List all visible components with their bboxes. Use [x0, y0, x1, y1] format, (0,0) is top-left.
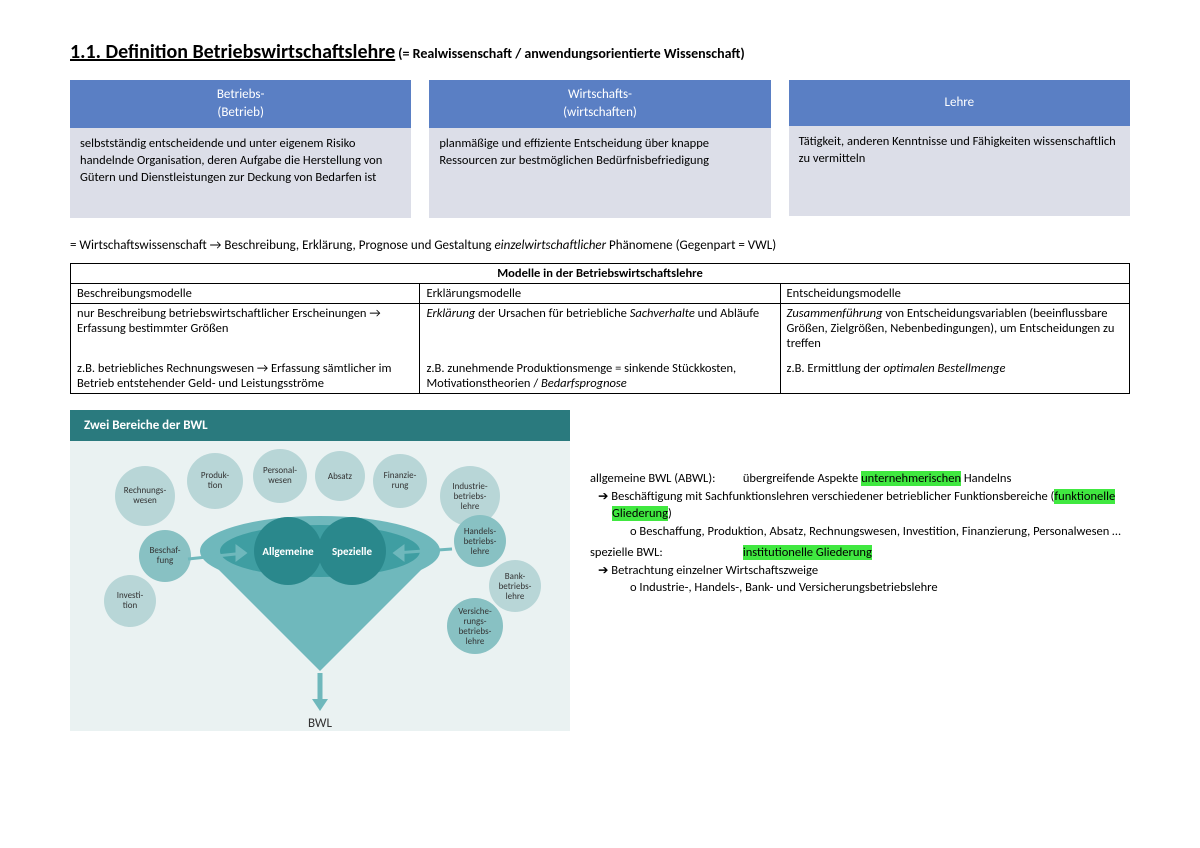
svg-text:tion: tion: [208, 480, 223, 491]
col-head: Wirtschafts- (wirtschaften): [429, 80, 770, 128]
svg-text:lehre: lehre: [506, 591, 525, 602]
svg-text:wesen: wesen: [268, 475, 292, 486]
svg-text:rung: rung: [392, 480, 410, 491]
definition-columns: Betriebs- (Betrieb) selbstständig entsch…: [70, 80, 1130, 218]
col-head-line2: (wirtschaften): [563, 105, 637, 120]
svg-text:lehre: lehre: [466, 636, 485, 647]
sbwl-sub1: ➔ Betrachtung einzelner Wirtschaftszweig…: [590, 562, 1130, 580]
svg-text:wesen: wesen: [133, 495, 157, 506]
subtitle: (= Realwissenschaft / anwendungsorientie…: [398, 45, 745, 62]
abwl-sub1: ➔ Beschäftigung mit Sachfunktionslehren …: [590, 488, 1130, 523]
svg-text:fung: fung: [157, 555, 174, 566]
models-header: Erklärungsmodelle: [420, 284, 780, 304]
col-head-line2: (Betrieb): [217, 105, 264, 120]
svg-text:lehre: lehre: [471, 546, 490, 557]
abwl-sub2: o Beschaffung, Produktion, Absatz, Rechn…: [590, 523, 1130, 541]
funnel-svg: Allgemeine Spezielle Rechnungs- wesen Pr…: [70, 441, 570, 731]
diagram-title: Zwei Bereiche der BWL: [70, 410, 570, 441]
models-title: Modelle in der Betriebswirtschaftslehre: [71, 264, 1130, 284]
wirtschaftswissenschaft-line: = Wirtschaftswissenschaft → Beschreibung…: [70, 238, 1130, 253]
main-title: 1.1. Definition Betriebswirtschaftslehre: [70, 40, 395, 64]
models-cell: z.B. betriebliches Rechnungswesen → Erfa…: [71, 353, 420, 394]
bwl-diagram: Zwei Bereiche der BWL Allgemeine Speziel…: [70, 410, 570, 735]
page-title-row: 1.1. Definition Betriebswirtschaftslehre…: [70, 40, 1130, 64]
highlight: unternehmerischen: [861, 471, 961, 486]
ww-pre: = Wirtschaftswissenschaft → Beschreibung…: [70, 238, 494, 253]
models-cell: Erklärung der Ursachen für betriebliche …: [420, 304, 780, 354]
col-head-line1: Betriebs-: [217, 87, 265, 102]
svg-text:tion: tion: [123, 600, 138, 611]
models-cell: z.B. zunehmende Produktionsmenge = sinke…: [420, 353, 780, 394]
sbwl-label: spezielle BWL:: [590, 544, 740, 562]
models-cell: Zusammenführung von Entscheidungsvariabl…: [780, 304, 1129, 354]
col-wirtschaft: Wirtschafts- (wirtschaften) planmäßige u…: [429, 80, 770, 218]
col-body: Tätigkeit, anderen Kenntnisse und Fähigk…: [789, 126, 1130, 216]
svg-text:lehre: lehre: [461, 501, 480, 512]
bwl-label: BWL: [308, 716, 332, 731]
models-header: Beschreibungsmodelle: [71, 284, 420, 304]
col-lehre: Lehre Tätigkeit, anderen Kenntnisse und …: [789, 80, 1130, 218]
right-notes: allgemeine BWL (ABWL): übergreifende Asp…: [590, 410, 1130, 735]
highlight: institutionelle Gliederung: [743, 545, 872, 560]
col-head: Lehre: [789, 80, 1130, 126]
models-cell: z.B. Ermittlung der optimalen Bestellmen…: [780, 353, 1129, 394]
abwl-line: allgemeine BWL (ABWL): übergreifende Asp…: [590, 470, 1130, 488]
models-cell: nur Beschreibung betriebswirtschaftliche…: [71, 304, 420, 354]
col-head: Betriebs- (Betrieb): [70, 80, 411, 128]
col-head-line1: Lehre: [945, 95, 975, 110]
models-header: Entscheidungsmodelle: [780, 284, 1129, 304]
svg-text:Absatz: Absatz: [328, 471, 353, 482]
col-betrieb: Betriebs- (Betrieb) selbstständig entsch…: [70, 80, 411, 218]
ww-em: einzelwirtschaftlicher: [494, 238, 606, 253]
ww-post: Phänomene (Gegenpart = VWL): [606, 238, 776, 253]
bottom-row: Zwei Bereiche der BWL Allgemeine Speziel…: [70, 410, 1130, 735]
sbwl-sub2: o Industrie-, Handels-, Bank- und Versic…: [590, 579, 1130, 597]
col-head-line1: Wirtschafts-: [568, 87, 632, 102]
models-table: Modelle in der Betriebswirtschaftslehre …: [70, 263, 1130, 394]
col-body: planmäßige und effiziente Entscheidung ü…: [429, 128, 770, 218]
svg-text:Spezielle: Spezielle: [332, 545, 373, 558]
sbwl-line: spezielle BWL: institutionelle Gliederun…: [590, 544, 1130, 562]
svg-text:Allgemeine: Allgemeine: [262, 545, 314, 558]
abwl-label: allgemeine BWL (ABWL):: [590, 470, 740, 488]
col-body: selbstständig entscheidende und unter ei…: [70, 128, 411, 218]
